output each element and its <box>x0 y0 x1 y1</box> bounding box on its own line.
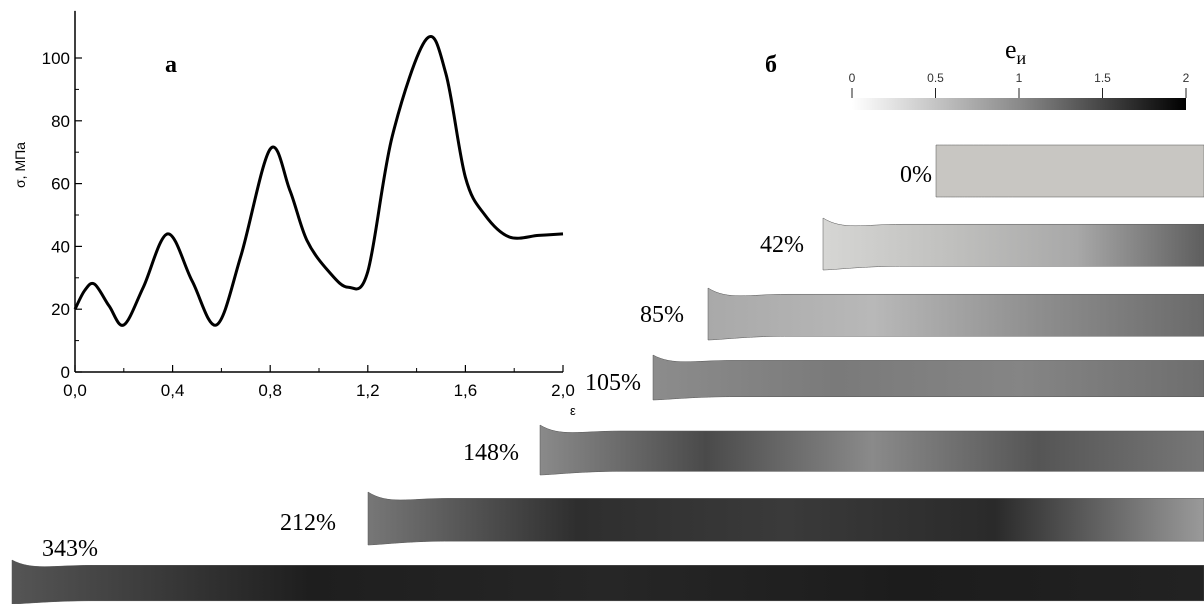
specimen-label: 42% <box>760 232 804 258</box>
specimen-label: 0% <box>900 162 932 188</box>
y-tick-label: 40 <box>51 237 70 256</box>
panel-label: а <box>165 52 177 78</box>
specimen <box>539 424 1204 476</box>
y-tick-label: 80 <box>51 112 70 131</box>
x-tick-label: 0,4 <box>161 381 185 400</box>
specimen <box>707 287 1204 341</box>
y-axis-label: σ, МПа <box>12 142 28 188</box>
specimen <box>367 491 1204 546</box>
specimen-label: 343% <box>42 536 98 562</box>
panel-label: б <box>765 52 777 78</box>
x-tick-label: 2,0 <box>551 381 575 400</box>
x-tick-label: 1,2 <box>356 381 380 400</box>
y-tick-label: 20 <box>51 300 70 319</box>
y-tick-label: 60 <box>51 175 70 194</box>
y-tick-label: 100 <box>42 49 70 68</box>
colorbar-tick-label: 1 <box>1016 71 1023 85</box>
x-tick-label: 0,0 <box>63 381 87 400</box>
colorbar <box>852 98 1186 110</box>
colorbar-tick-label: 0.5 <box>927 71 944 85</box>
specimen <box>11 559 1204 604</box>
specimen <box>935 144 1204 198</box>
specimen <box>652 354 1204 401</box>
specimen <box>822 217 1204 271</box>
specimen-label: 105% <box>585 370 641 396</box>
y-tick-label: 0 <box>61 363 70 382</box>
colorbar-tick-label: 2 <box>1183 71 1190 85</box>
specimen-label: 212% <box>280 510 336 536</box>
x-tick-label: 0,8 <box>258 381 282 400</box>
colorbar-tick-label: 0 <box>849 71 856 85</box>
x-tick-label: 1,6 <box>454 381 478 400</box>
x-axis-label: ε <box>570 403 576 418</box>
specimen-label: 85% <box>640 302 684 328</box>
colorbar-tick-label: 1.5 <box>1094 71 1111 85</box>
line-series <box>73 35 564 327</box>
colorbar-title: eи <box>1005 35 1027 68</box>
specimen-label: 148% <box>463 440 519 466</box>
